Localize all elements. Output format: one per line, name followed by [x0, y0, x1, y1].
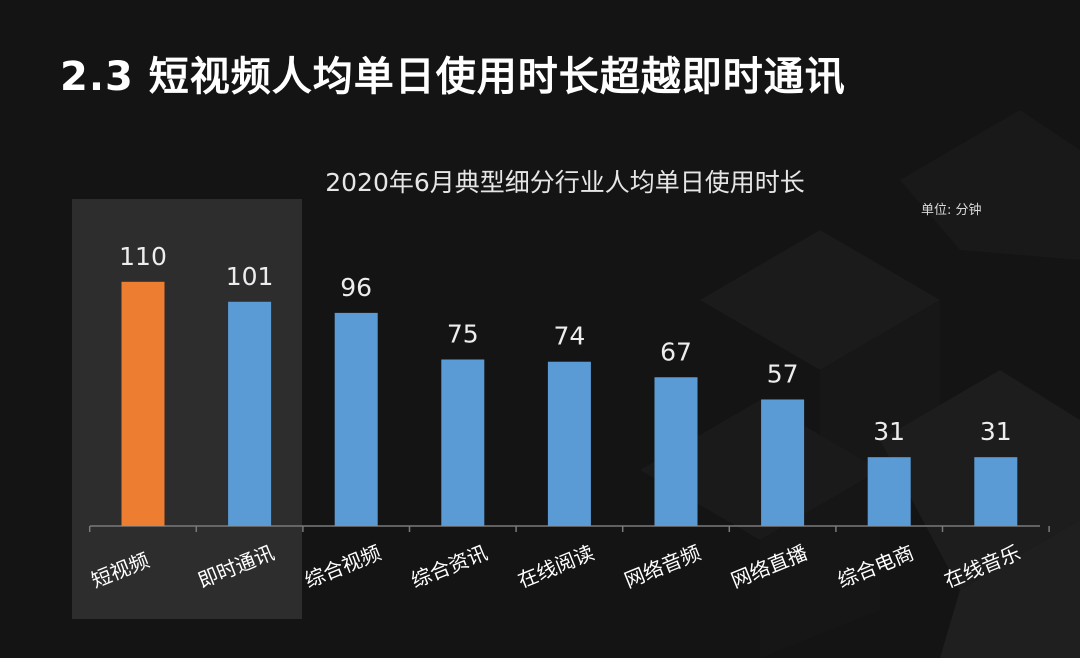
chart-title: 2020年6月典型细分行业人均单日使用时长 — [325, 168, 805, 197]
data-label: 110 — [119, 242, 167, 271]
data-label: 101 — [226, 262, 274, 291]
category-label: 综合视频 — [301, 540, 384, 592]
bar — [974, 457, 1018, 526]
data-label: 31 — [980, 417, 1012, 446]
bar — [547, 361, 591, 526]
data-label: 67 — [660, 337, 692, 366]
bar — [228, 301, 272, 526]
category-label: 在线阅读 — [514, 540, 597, 592]
bar — [121, 281, 165, 526]
bar — [334, 312, 378, 526]
category-label: 综合资讯 — [408, 540, 491, 592]
data-label: 57 — [767, 359, 799, 388]
category-label: 短视频 — [88, 548, 153, 593]
data-label: 74 — [553, 322, 585, 351]
data-label: 96 — [340, 273, 372, 302]
bar — [654, 377, 698, 526]
category-label: 在线音乐 — [941, 540, 1024, 592]
category-label: 网络直播 — [727, 540, 810, 592]
unit-label: 单位: 分钟 — [921, 203, 982, 218]
bar — [761, 399, 805, 526]
page-title: 2.3 短视频人均单日使用时长超越即时通讯 — [60, 54, 846, 100]
category-label: 网络音频 — [621, 540, 704, 592]
category-label: 综合电商 — [834, 540, 917, 592]
data-label: 31 — [873, 417, 905, 446]
bar — [441, 359, 485, 526]
category-label: 即时通讯 — [194, 540, 277, 592]
bar — [867, 457, 911, 526]
data-label: 75 — [447, 320, 479, 349]
